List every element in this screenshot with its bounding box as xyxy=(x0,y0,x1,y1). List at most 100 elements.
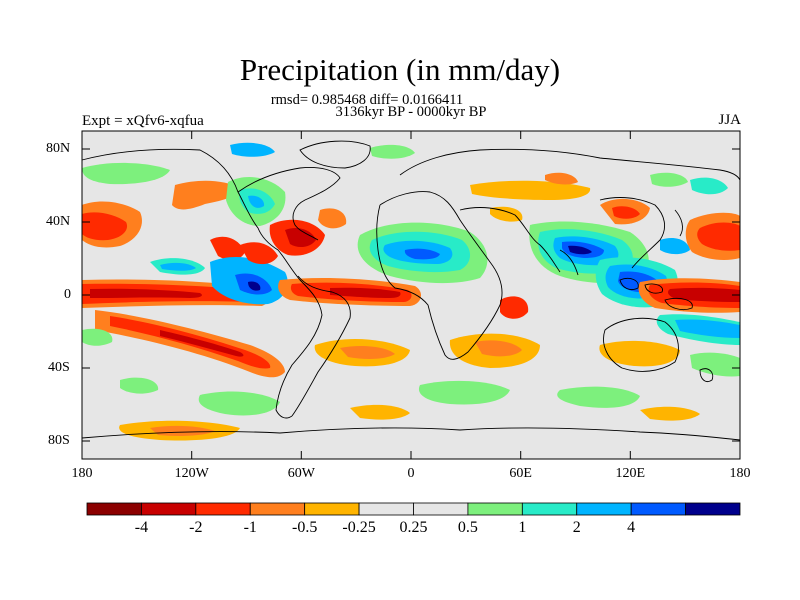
natl-blue xyxy=(248,195,265,208)
lon-ticks xyxy=(81,131,741,459)
colorbar-swatch-8 xyxy=(521,502,578,516)
maritime-island-1 xyxy=(619,277,639,291)
so-green-2 xyxy=(120,377,159,394)
colorbar-swatch-6 xyxy=(413,502,469,516)
stats-subtitle: rmsd= 0.985468 diff= 0.0166411 xyxy=(270,92,464,108)
lat-label-80s: 80S xyxy=(48,433,70,448)
namerica-east-coast xyxy=(237,167,341,241)
lon-label-120e: 120E xyxy=(615,466,646,481)
colorbar-swatch-1 xyxy=(141,502,197,516)
season-label: JJA xyxy=(718,112,741,128)
colorbar-tick-label: -4 xyxy=(134,519,149,536)
lat-ticks xyxy=(82,148,740,442)
so-green-1 xyxy=(82,328,113,346)
eafrica-red xyxy=(500,296,529,319)
colorbar-swatch-7 xyxy=(467,502,523,516)
mideast-coast xyxy=(459,207,561,273)
sahel-core xyxy=(404,248,440,260)
china-red xyxy=(612,206,640,219)
eurasia-band xyxy=(470,180,591,200)
africa-coast xyxy=(376,191,503,360)
lon-label-180e: 180 xyxy=(729,466,751,481)
satl-orange xyxy=(340,346,395,359)
nwpac-cyan xyxy=(690,177,728,195)
nepac-small-red xyxy=(210,236,245,261)
colorbar-tick-label: 2 xyxy=(572,519,581,536)
colorbar xyxy=(86,502,741,516)
colorbar-swatch-4 xyxy=(304,502,360,516)
so-green-3 xyxy=(198,391,280,416)
camerica-deep xyxy=(248,281,261,291)
atlantic-west-deep xyxy=(285,228,316,248)
sind-orange xyxy=(475,340,522,357)
eurasia-north-coast xyxy=(399,148,741,181)
japan-coast xyxy=(674,209,683,237)
so-green-4 xyxy=(418,380,510,405)
maritime-island-2 xyxy=(644,283,663,294)
lon-label-60e: 60E xyxy=(509,466,532,481)
colorbar-tick-label: 0.25 xyxy=(399,519,428,536)
plot-title: Precipitation (in mm/day) xyxy=(239,52,561,87)
pacific-itcz-deep xyxy=(90,288,202,298)
india-coast xyxy=(559,249,579,276)
colorbar-swatch-11 xyxy=(685,502,741,516)
siberia-green xyxy=(650,172,688,187)
mideast-yellow xyxy=(490,206,523,222)
epac-blue xyxy=(160,262,196,271)
colorbar-swatch-3 xyxy=(249,502,306,516)
arctic-green-1 xyxy=(82,162,170,185)
colorbar-tick-label: 4 xyxy=(627,519,636,536)
colorbar-swatch-2 xyxy=(195,502,251,516)
nepac-streak xyxy=(172,180,240,210)
americas-coast xyxy=(81,148,323,419)
lat-label-0: 0 xyxy=(64,287,71,302)
lon-label-180w: 180 xyxy=(71,466,93,481)
colorbar-tick-label: -0.5 xyxy=(291,519,318,536)
nwpac-blue xyxy=(660,238,690,255)
greenland-coast xyxy=(299,140,371,169)
colorbar-swatch-0 xyxy=(86,502,142,516)
australia-coast xyxy=(603,317,679,372)
antarctica-coast xyxy=(81,427,741,441)
newzealand-coast xyxy=(699,368,714,382)
coastlines xyxy=(81,140,741,441)
colorbar-swatch-5 xyxy=(358,502,414,516)
china-coast xyxy=(599,197,666,269)
colorbar-tick-label: -0.25 xyxy=(342,519,376,536)
samerica-east-coast xyxy=(291,275,351,417)
monsoon-deep xyxy=(568,245,592,255)
arctic-blue-1 xyxy=(230,142,275,157)
arctic-green-2 xyxy=(370,144,415,159)
colorbar-tick-label: 1 xyxy=(518,519,527,536)
so-green-5 xyxy=(557,386,640,408)
colorbar-tick-label: -2 xyxy=(189,519,203,536)
map-field xyxy=(82,131,740,459)
gulf-red xyxy=(240,242,278,265)
lat-label-40n: 40N xyxy=(46,214,71,229)
spac-blue xyxy=(675,319,740,338)
wpac-deep xyxy=(668,287,740,302)
aus-east-green xyxy=(690,352,740,377)
experiment-label: Expt = xQfv6-xqfua xyxy=(82,113,204,129)
eurasia-small xyxy=(545,172,578,185)
lat-label-40s: 40S xyxy=(48,360,70,375)
aus-yellow xyxy=(599,340,680,367)
colorbar-swatch-9 xyxy=(576,502,632,516)
so-orange-1 xyxy=(150,425,215,436)
lon-label-0: 0 xyxy=(407,466,415,481)
period-subtitle: 3136kyr BP - 0000kyr BP xyxy=(335,104,487,120)
nwpac-core xyxy=(697,222,740,251)
atlantic-orange xyxy=(318,208,347,229)
atl-itcz-deep xyxy=(330,287,401,298)
npac-west-core xyxy=(82,212,128,241)
colorbar-tick-label: -1 xyxy=(243,519,257,536)
lon-label-60w: 60W xyxy=(287,466,315,481)
so-yellow-2 xyxy=(350,404,410,420)
spcz-deep xyxy=(160,330,244,357)
lat-label-80n: 80N xyxy=(46,141,71,156)
newguinea-coast xyxy=(664,297,693,311)
colorbar-tick-label: 0.5 xyxy=(457,519,478,536)
lon-label-120w: 120W xyxy=(174,466,209,481)
colorbar-swatch-10 xyxy=(630,502,686,516)
